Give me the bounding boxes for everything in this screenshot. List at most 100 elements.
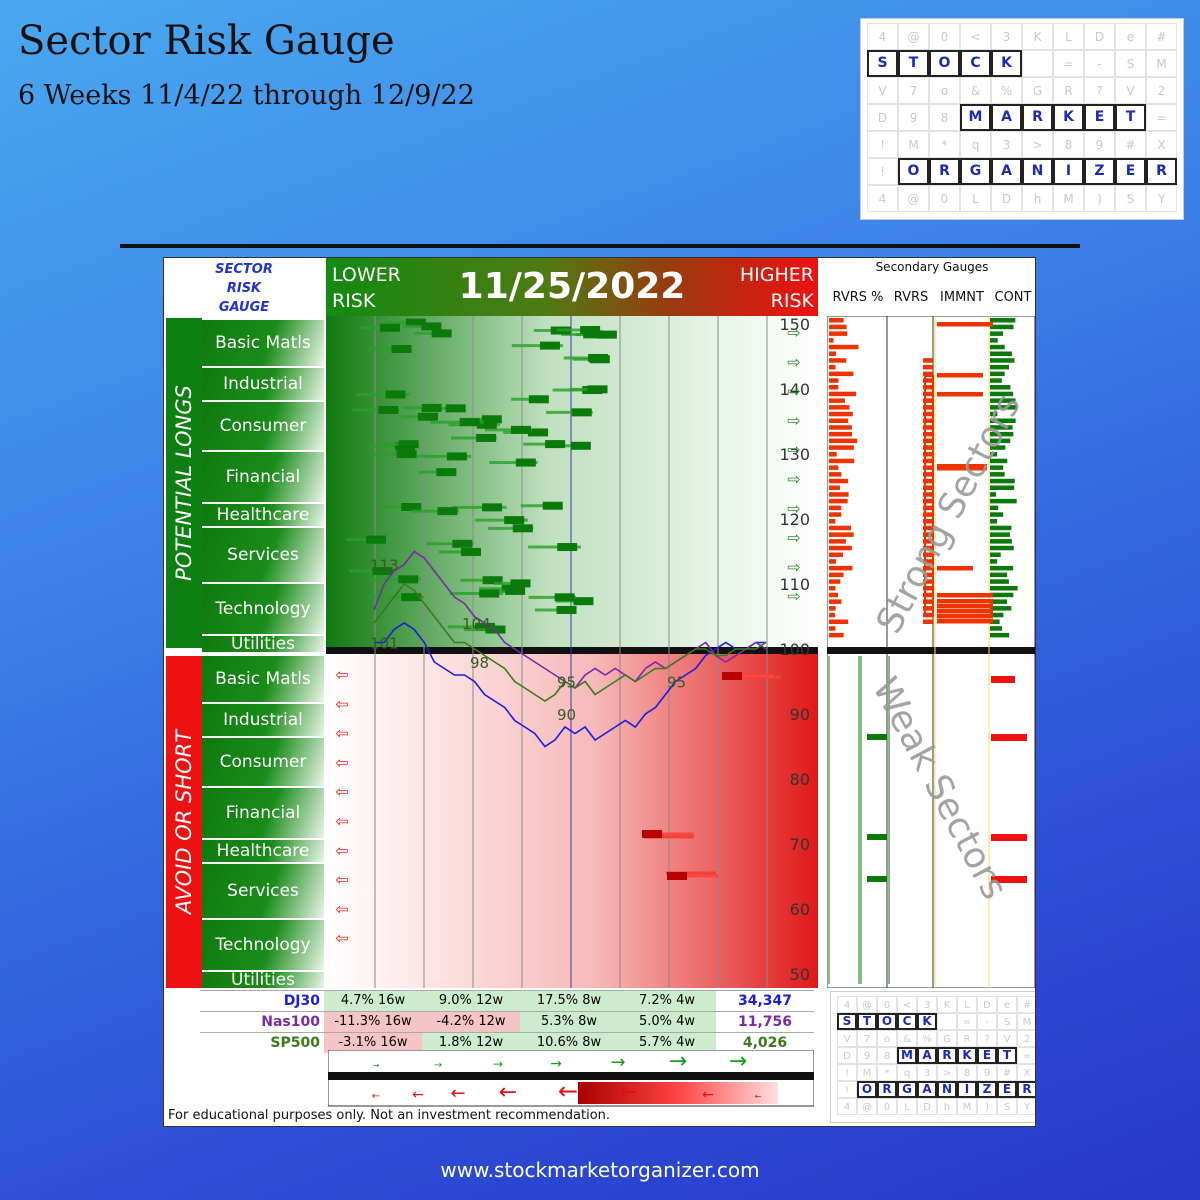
logo-filler-cell: 8 (877, 1047, 897, 1064)
logo-filler-cell: 9 (898, 104, 929, 131)
logo-filler-cell: 4 (867, 23, 898, 50)
rvrs-bar (923, 385, 933, 390)
sector-label-technology: Technology (202, 920, 324, 972)
rvrs-bar (923, 498, 933, 504)
weak-cont-marker (991, 734, 1027, 741)
cont-bar (990, 626, 1003, 631)
sector-move-marker (556, 605, 577, 614)
sector-move-marker (475, 622, 496, 631)
rvrs-pct-bar (829, 505, 842, 511)
logo-letter: K (957, 1047, 977, 1064)
series-annotation: 98 (470, 654, 489, 672)
cont-bar (990, 492, 997, 497)
cont-bar (990, 592, 1014, 598)
immnt-bar (937, 392, 983, 397)
short-arrow-icon: ⇦ (335, 812, 348, 831)
logo-filler-cell: q (897, 1064, 917, 1081)
sector-label-utilities: Utilities (202, 634, 324, 654)
downtrend-arrow-icon: ← (499, 1080, 517, 1105)
rvrs-bar (923, 405, 933, 410)
logo-filler-cell: D (977, 996, 997, 1013)
secondary-divider (827, 647, 1035, 654)
rvrs-pct-bar (829, 385, 839, 390)
rvrs-bar (923, 565, 933, 571)
logo-filler-cell: 0 (929, 23, 960, 50)
logo-letter: R (1146, 158, 1177, 185)
logo-filler-cell: h (937, 1098, 957, 1115)
index-change-cell: -11.3% 16w (324, 1012, 422, 1032)
higher-risk-line: HIGHER (739, 264, 814, 286)
sector-move-marker (528, 428, 549, 437)
rvrs-pct-bar (829, 532, 854, 537)
sector-move-marker (452, 539, 473, 548)
sector-label-financial: Financial (202, 452, 324, 504)
long-arrow-icon: ⇨ (787, 557, 800, 576)
index-row-dj30: DJ30 4.7% 16w 9.0% 12w 17.5% 8w 7.2% 4w 34,34… (200, 990, 814, 1011)
sector-move-marker (459, 418, 480, 427)
sector-move-marker (380, 323, 401, 332)
trend-arrows: → → → → → → → ← ← ← ← ← ← ← ← (328, 1050, 814, 1107)
sector-move-marker (528, 395, 549, 404)
rvrs-bar (923, 485, 933, 490)
logo-filler-cell: 3 (917, 1064, 937, 1081)
logo-letter: O (857, 1081, 877, 1098)
sector-move-marker (476, 420, 497, 429)
logo-filler-cell: e (1115, 23, 1146, 50)
logo-filler-cell: G (1022, 77, 1053, 104)
logo-filler-cell: X (1146, 131, 1177, 158)
sector-move-marker (539, 341, 560, 350)
logo-filler-cell: ! (837, 1081, 857, 1098)
logo-filler-cell: # (1146, 23, 1177, 50)
long-arrow-icon: ⇨ (787, 528, 800, 547)
rvrs-pct-bar (829, 438, 858, 444)
logo-letter: I (957, 1081, 977, 1098)
index-name: SP500 (270, 1035, 320, 1051)
sector-move-marker (417, 412, 438, 421)
y-tick-label: 100 (779, 640, 810, 659)
footer-url[interactable]: www.stockmarketorganizer.com (440, 1158, 760, 1182)
logo-letter: A (991, 104, 1022, 131)
sector-move-marker (580, 325, 601, 334)
logo-filler-cell: D (917, 1098, 937, 1115)
logo-filler-cell: S (1115, 50, 1146, 77)
logo-letter: R (937, 1047, 957, 1064)
cont-bar (990, 505, 999, 511)
sector-label-consumer: Consumer (202, 738, 324, 788)
rvrs-bar (923, 525, 933, 531)
logo-filler-cell: 8 (1053, 131, 1084, 158)
sector-move-marker (436, 468, 457, 477)
rvrs-pct-bar (829, 586, 836, 591)
logo-letter: E (1115, 158, 1146, 185)
rvrs-bar (923, 599, 933, 604)
col-rvrs: RVRS (893, 290, 929, 305)
rvrs-pct-bar (829, 498, 848, 504)
logo-filler-cell: @ (857, 996, 877, 1013)
logo-filler-cell: @ (898, 23, 929, 50)
logo-filler-cell: o (877, 1030, 897, 1047)
index-change-cell: 10.6% 8w (520, 1033, 618, 1053)
logo-letter: T (857, 1013, 877, 1030)
page-subtitle: 6 Weeks 11/4/22 through 12/9/22 (18, 80, 475, 111)
logo-filler-cell: - (1084, 50, 1115, 77)
index-change-cell: 1.8% 12w (422, 1033, 520, 1053)
logo-filler-cell: = (1053, 50, 1084, 77)
logo-filler-cell: M (1053, 185, 1084, 212)
sector-move-marker (554, 593, 575, 602)
long-arrow-icon: ⇨ (787, 323, 800, 342)
cont-bar (990, 458, 1008, 464)
downtrend-arrow-icon: ← (619, 1080, 637, 1105)
rvrs-bar (923, 378, 933, 383)
series-annotation: 95 (557, 674, 576, 692)
logo-filler-cell: 8 (929, 104, 960, 131)
cont-bar (990, 385, 1011, 390)
rvrs-pct-bar (829, 632, 844, 638)
sector-move-marker (504, 516, 525, 525)
sector-move-marker (405, 318, 426, 327)
logo-filler-cell: M (1146, 50, 1177, 77)
logo-filler-cell: S (997, 1098, 1017, 1115)
sector-move-marker (667, 872, 687, 880)
index-change-cell: 5.0% 4w (618, 1012, 716, 1032)
rvrs-pct-bar (829, 351, 837, 356)
